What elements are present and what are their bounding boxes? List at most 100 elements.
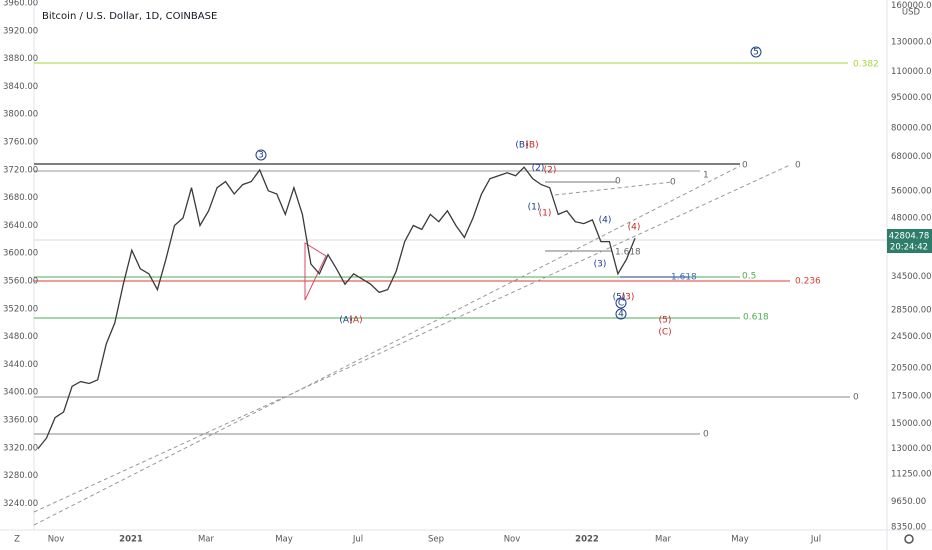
circle [615,308,627,320]
wave-label: (2) [544,166,557,176]
right-tick-label: 11250.00 [891,470,932,480]
right-tick-label: 68000.00 [891,152,932,162]
wave-label: (5) [659,316,672,326]
fib-label: 0 [795,161,801,171]
right-tick-label: 34500.00 [891,272,932,282]
fib-label: 0 [615,177,621,187]
x-tick-label: 2021 [119,535,143,545]
circle [750,46,762,58]
wave-label: (3) [594,260,607,270]
wave-label: (2) [532,164,545,174]
fib-label: 0.5 [742,272,756,282]
fib-label: 0 [703,430,709,440]
left-tick-label: 3400.00 [3,388,38,398]
x-tick-label: May [731,535,749,545]
wave-label: (B) [525,141,538,151]
right-tick-label: 15000.00 [891,419,932,429]
wave-label: (3) [622,293,635,303]
chart-title: Bitcoin / U.S. Dollar, 1D, COINBASE [42,11,217,22]
trend-line [554,181,673,196]
wave-label: (B) [515,141,528,151]
fib-label: 1 [703,171,709,181]
left-tick-label: 3560.00 [3,277,38,287]
fib-label: 0.382 [853,60,879,70]
left-tick-label: 3960.00 [3,0,38,9]
wave-label: 4 [618,310,624,320]
left-tick-label: 3320.00 [3,443,38,453]
fib-labels: 0.382 0.5 0.236 0.618 1.618 1.618 0 0 1 … [615,60,879,440]
wave-label: (4) [599,216,612,226]
right-tick-label: 48000.00 [891,214,932,224]
x-tick-label: Jul [810,535,821,545]
left-tick-label: 3800.00 [3,110,38,120]
left-tick-label: 3640.00 [3,221,38,231]
fib-label: 1.618 [615,248,641,258]
right-tick-label: 56000.00 [891,186,932,196]
wave-label: (5) [613,293,626,303]
x-tick-label: Nov [48,535,65,545]
right-tick-label: 80000.00 [891,123,932,133]
price-layer [37,166,636,450]
wave-label: (A) [349,316,362,326]
circle [255,149,267,161]
wave-label: 5 [753,48,759,58]
wave-label: (A) [339,316,352,326]
left-tick-label: 3520.00 [3,304,38,314]
fib-label: 1.618 [671,273,697,283]
x-tick-label: Nov [504,535,521,545]
triangle [304,242,327,301]
wave-label: (1) [539,209,552,219]
right-tick-label: 130000.00 [891,38,932,48]
left-tick-label: 3760.00 [3,138,38,148]
left-tick-label: 3480.00 [3,332,38,342]
right-tick-label: 24500.00 [891,332,932,342]
x-tick-label: Mar [198,535,215,545]
right-tick-label: 17500.00 [891,392,932,402]
x-tick-label: Sep [428,535,444,545]
fib-label: 0 [853,393,859,403]
fib-label: 0 [670,178,676,188]
currency: USD [902,8,921,18]
wave-labels: 3 (B) (B) (2) (2) (1) (1) (4) (4) (3) (A… [255,46,762,338]
left-tick-label: 3280.00 [3,471,38,481]
fib-label: 0.618 [743,313,769,323]
wave-label: (1) [528,203,541,213]
left-tick-label: 3360.00 [3,416,38,426]
corner-button[interactable]: Z [14,535,20,545]
right-tick-label: 20500.00 [891,364,932,374]
left-tick-label: 3240.00 [3,499,38,509]
left-tick-label: 3880.00 [3,54,38,64]
wave-label: (C) [658,328,671,338]
price-tag [887,229,932,253]
right-tick-label: 13000.00 [891,444,932,454]
left-tick-label: 3840.00 [3,82,38,92]
settings-icon[interactable] [904,534,914,544]
right-tick-label: 110000.00 [891,67,932,77]
fib-label: 0 [742,161,748,171]
x-tick-label: 2022 [575,535,599,545]
x-tick-label: Jul [352,535,363,545]
fib-label: 0.236 [795,277,821,287]
right-tick-label: 8350.00 [891,522,926,532]
left-tick-label: 3440.00 [3,360,38,370]
trend-line [33,164,791,513]
left-tick-label: 3720.00 [3,165,38,175]
right-tick-label: 95000.00 [891,93,932,103]
trend-line [33,165,741,526]
right-tick-label: 28500.00 [891,306,932,316]
right-tick-label: 160000.00 [891,1,932,11]
countdown: 20:24:42 [890,243,928,253]
x-tick-label: Mar [655,535,672,545]
last-price: 42804.78 [889,232,930,242]
circle [615,297,627,309]
right-tick-label: 9650.00 [891,497,926,507]
left-tick-label: 3920.00 [3,26,38,36]
left-tick-label: 3600.00 [3,249,38,259]
wave-label: (4) [628,223,641,233]
x-tick-label: May [275,535,293,545]
wave-label: 3 [258,151,264,161]
left-tick-label: 3680.00 [3,193,38,203]
currency-box [898,4,924,18]
